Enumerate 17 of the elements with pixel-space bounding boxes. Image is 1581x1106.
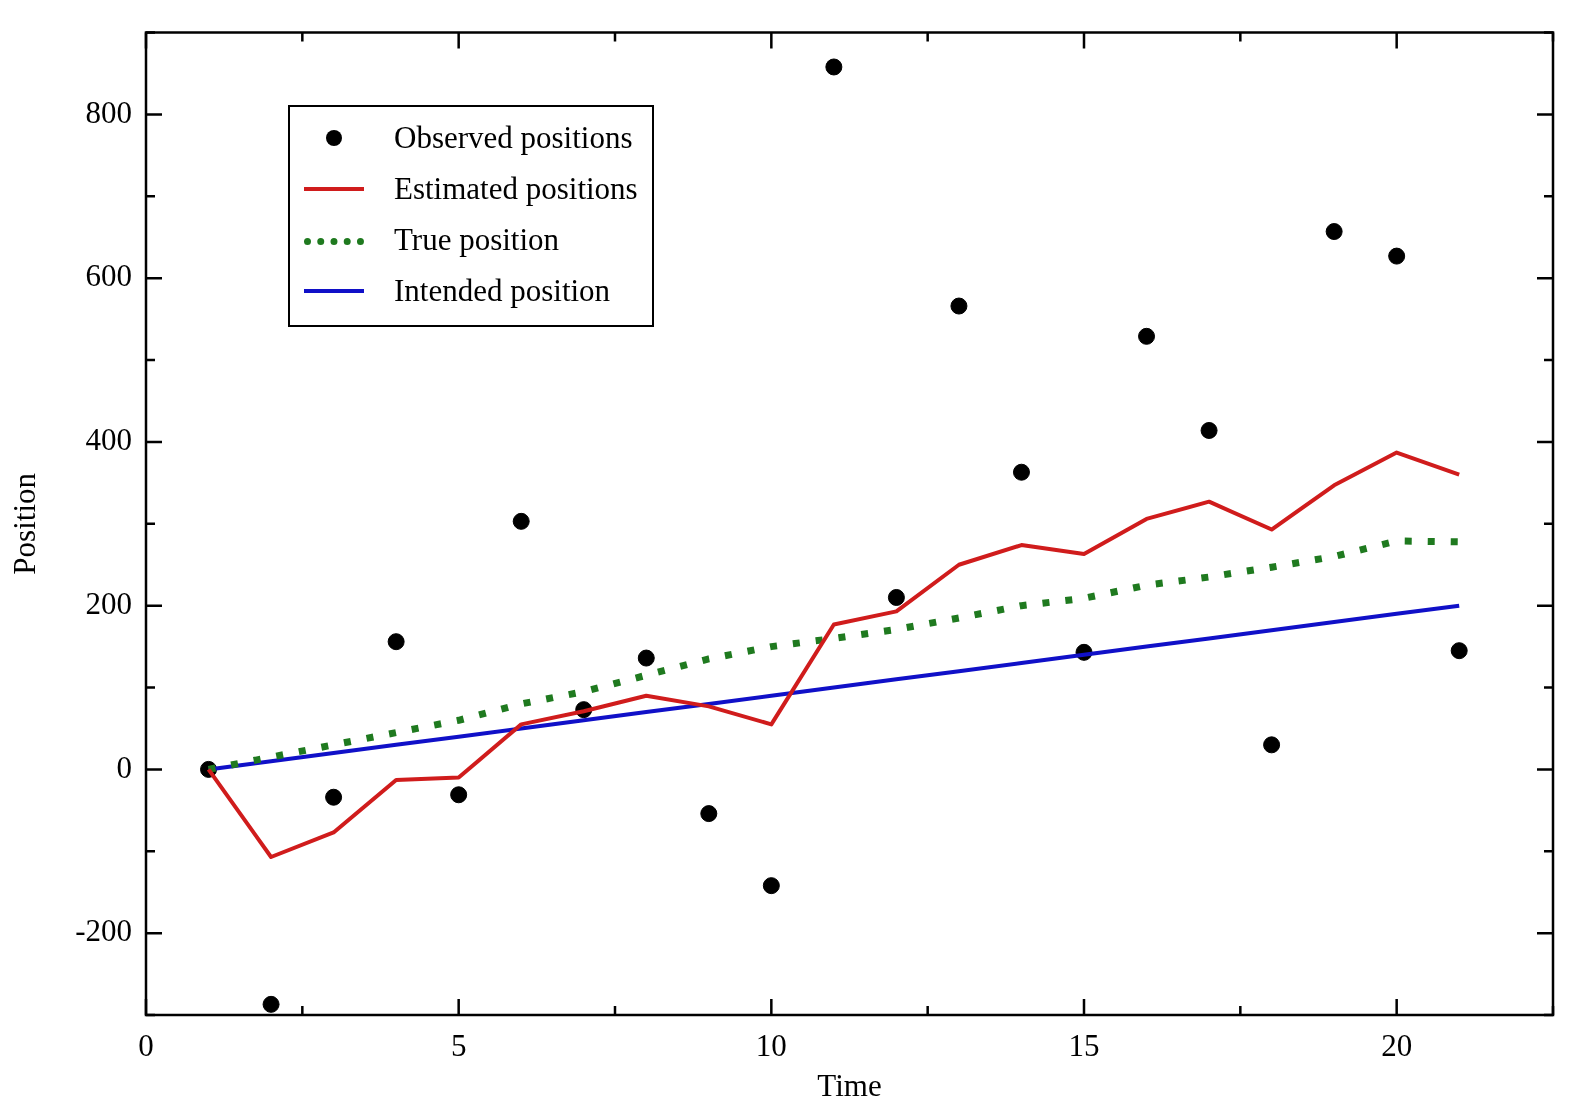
legend-label: True position — [394, 222, 560, 259]
x-tick-label: 20 — [1381, 1027, 1413, 1063]
y-tick-label: 200 — [85, 585, 132, 621]
x-axis-title: Time — [817, 1067, 882, 1103]
x-tick-label: 15 — [1068, 1027, 1100, 1063]
x-tick-label: 5 — [450, 1027, 467, 1063]
legend-label: Observed positions — [394, 120, 633, 157]
legend-label: Intended position — [394, 273, 611, 310]
x-tick-label: 0 — [138, 1027, 154, 1063]
legend-label: Estimated positions — [394, 171, 638, 208]
y-tick-label: 600 — [85, 258, 132, 294]
y-tick-label: 400 — [85, 422, 132, 458]
y-tick-label: -200 — [75, 913, 132, 949]
y-tick-label: 0 — [116, 749, 132, 785]
y-tick-label: 800 — [85, 94, 132, 130]
y-axis-title: Position — [6, 472, 42, 575]
x-tick-label: 10 — [755, 1027, 787, 1063]
